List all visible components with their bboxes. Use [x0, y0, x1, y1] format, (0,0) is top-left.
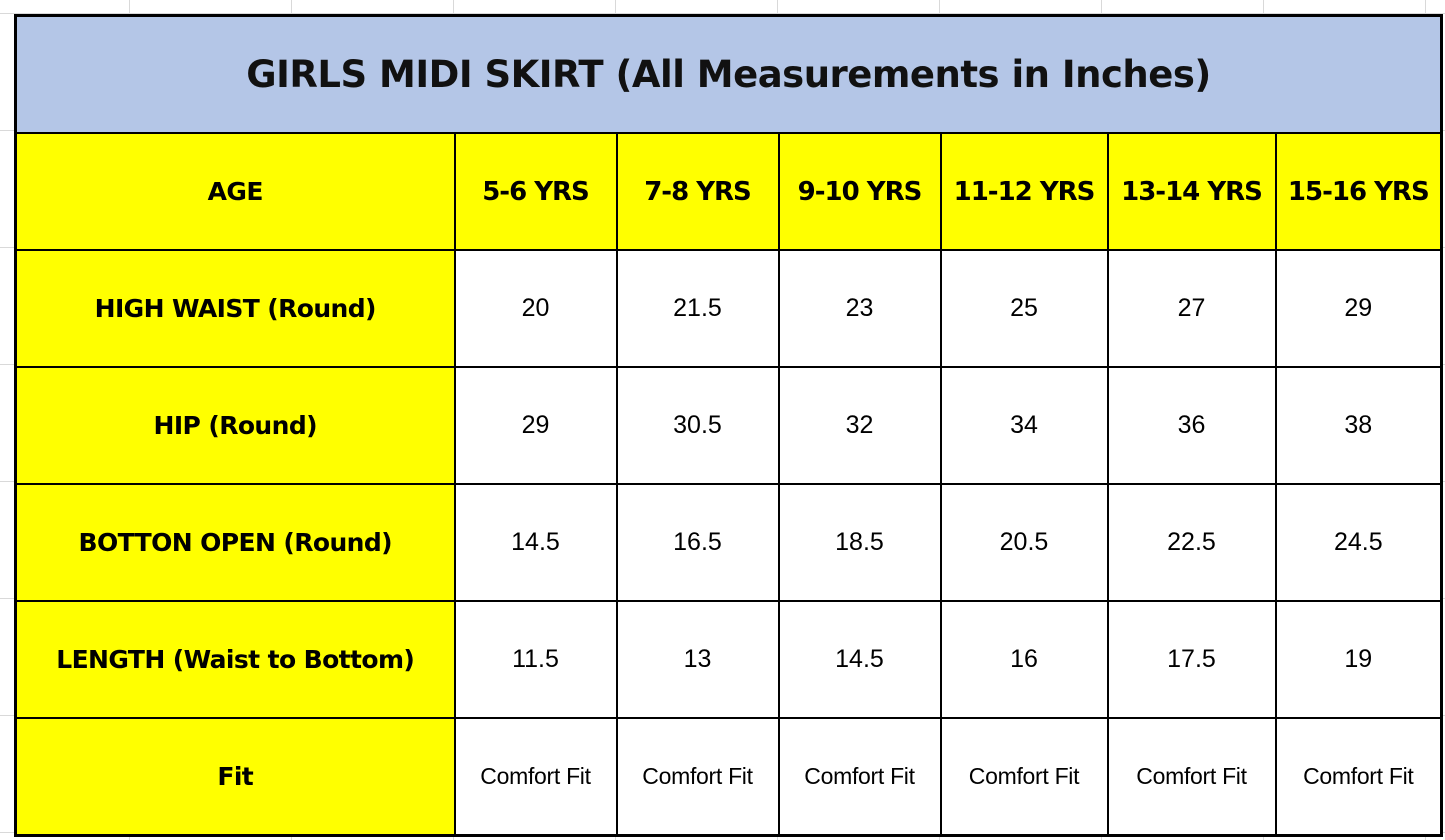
table-row-length: LENGTH (Waist to Bottom) 11.5 13 14.5 16…: [14, 600, 1443, 719]
measurement-cell[interactable]: 23: [777, 249, 942, 368]
measurement-cell[interactable]: 20: [453, 249, 618, 368]
row-label[interactable]: LENGTH (Waist to Bottom): [14, 600, 456, 719]
age-header-cell[interactable]: 13-14 YRS: [1106, 132, 1277, 251]
age-header-label[interactable]: AGE: [14, 132, 456, 251]
title-row: GIRLS MIDI SKIRT (All Measurements in In…: [14, 14, 1443, 134]
row-label[interactable]: HIGH WAIST (Round): [14, 249, 456, 368]
measurement-cell[interactable]: 11.5: [453, 600, 618, 719]
row-label[interactable]: HIP (Round): [14, 366, 456, 485]
fit-cell[interactable]: Comfort Fit: [453, 717, 618, 836]
table-row-fit: Fit Comfort Fit Comfort Fit Comfort Fit …: [14, 717, 1443, 836]
measurement-cell[interactable]: 19: [1274, 600, 1443, 719]
measurement-cell[interactable]: 13: [615, 600, 780, 719]
measurement-cell[interactable]: 17.5: [1106, 600, 1277, 719]
table-title[interactable]: GIRLS MIDI SKIRT (All Measurements in In…: [14, 14, 1443, 134]
age-header-cell[interactable]: 15-16 YRS: [1274, 132, 1443, 251]
measurement-cell[interactable]: 20.5: [939, 483, 1109, 602]
measurement-cell[interactable]: 30.5: [615, 366, 780, 485]
measurement-cell[interactable]: 24.5: [1274, 483, 1443, 602]
age-header-cell[interactable]: 11-12 YRS: [939, 132, 1109, 251]
fit-cell[interactable]: Comfort Fit: [777, 717, 942, 836]
measurement-cell[interactable]: 38: [1274, 366, 1443, 485]
fit-cell[interactable]: Comfort Fit: [1106, 717, 1277, 836]
measurement-cell[interactable]: 27: [1106, 249, 1277, 368]
size-chart-table: GIRLS MIDI SKIRT (All Measurements in In…: [14, 14, 1444, 837]
measurement-cell[interactable]: 21.5: [615, 249, 780, 368]
row-label[interactable]: BOTTON OPEN (Round): [14, 483, 456, 602]
row-label[interactable]: Fit: [14, 717, 456, 836]
measurement-cell[interactable]: 22.5: [1106, 483, 1277, 602]
measurement-cell[interactable]: 36: [1106, 366, 1277, 485]
age-header-row: AGE 5-6 YRS 7-8 YRS 9-10 YRS 11-12 YRS 1…: [14, 132, 1443, 251]
table-row-hip: HIP (Round) 29 30.5 32 34 36 38: [14, 366, 1443, 485]
measurement-cell[interactable]: 16: [939, 600, 1109, 719]
table-row-bottom-open: BOTTON OPEN (Round) 14.5 16.5 18.5 20.5 …: [14, 483, 1443, 602]
measurement-cell[interactable]: 32: [777, 366, 942, 485]
measurement-cell[interactable]: 14.5: [777, 600, 942, 719]
measurement-cell[interactable]: 18.5: [777, 483, 942, 602]
measurement-cell[interactable]: 34: [939, 366, 1109, 485]
table-row-high-waist: HIGH WAIST (Round) 20 21.5 23 25 27 29: [14, 249, 1443, 368]
measurement-cell[interactable]: 16.5: [615, 483, 780, 602]
age-header-cell[interactable]: 9-10 YRS: [777, 132, 942, 251]
age-header-cell[interactable]: 5-6 YRS: [453, 132, 618, 251]
measurement-cell[interactable]: 25: [939, 249, 1109, 368]
measurement-cell[interactable]: 29: [453, 366, 618, 485]
age-header-cell[interactable]: 7-8 YRS: [615, 132, 780, 251]
measurement-cell[interactable]: 29: [1274, 249, 1443, 368]
fit-cell[interactable]: Comfort Fit: [939, 717, 1109, 836]
measurement-cell[interactable]: 14.5: [453, 483, 618, 602]
fit-cell[interactable]: Comfort Fit: [615, 717, 780, 836]
fit-cell[interactable]: Comfort Fit: [1274, 717, 1443, 836]
